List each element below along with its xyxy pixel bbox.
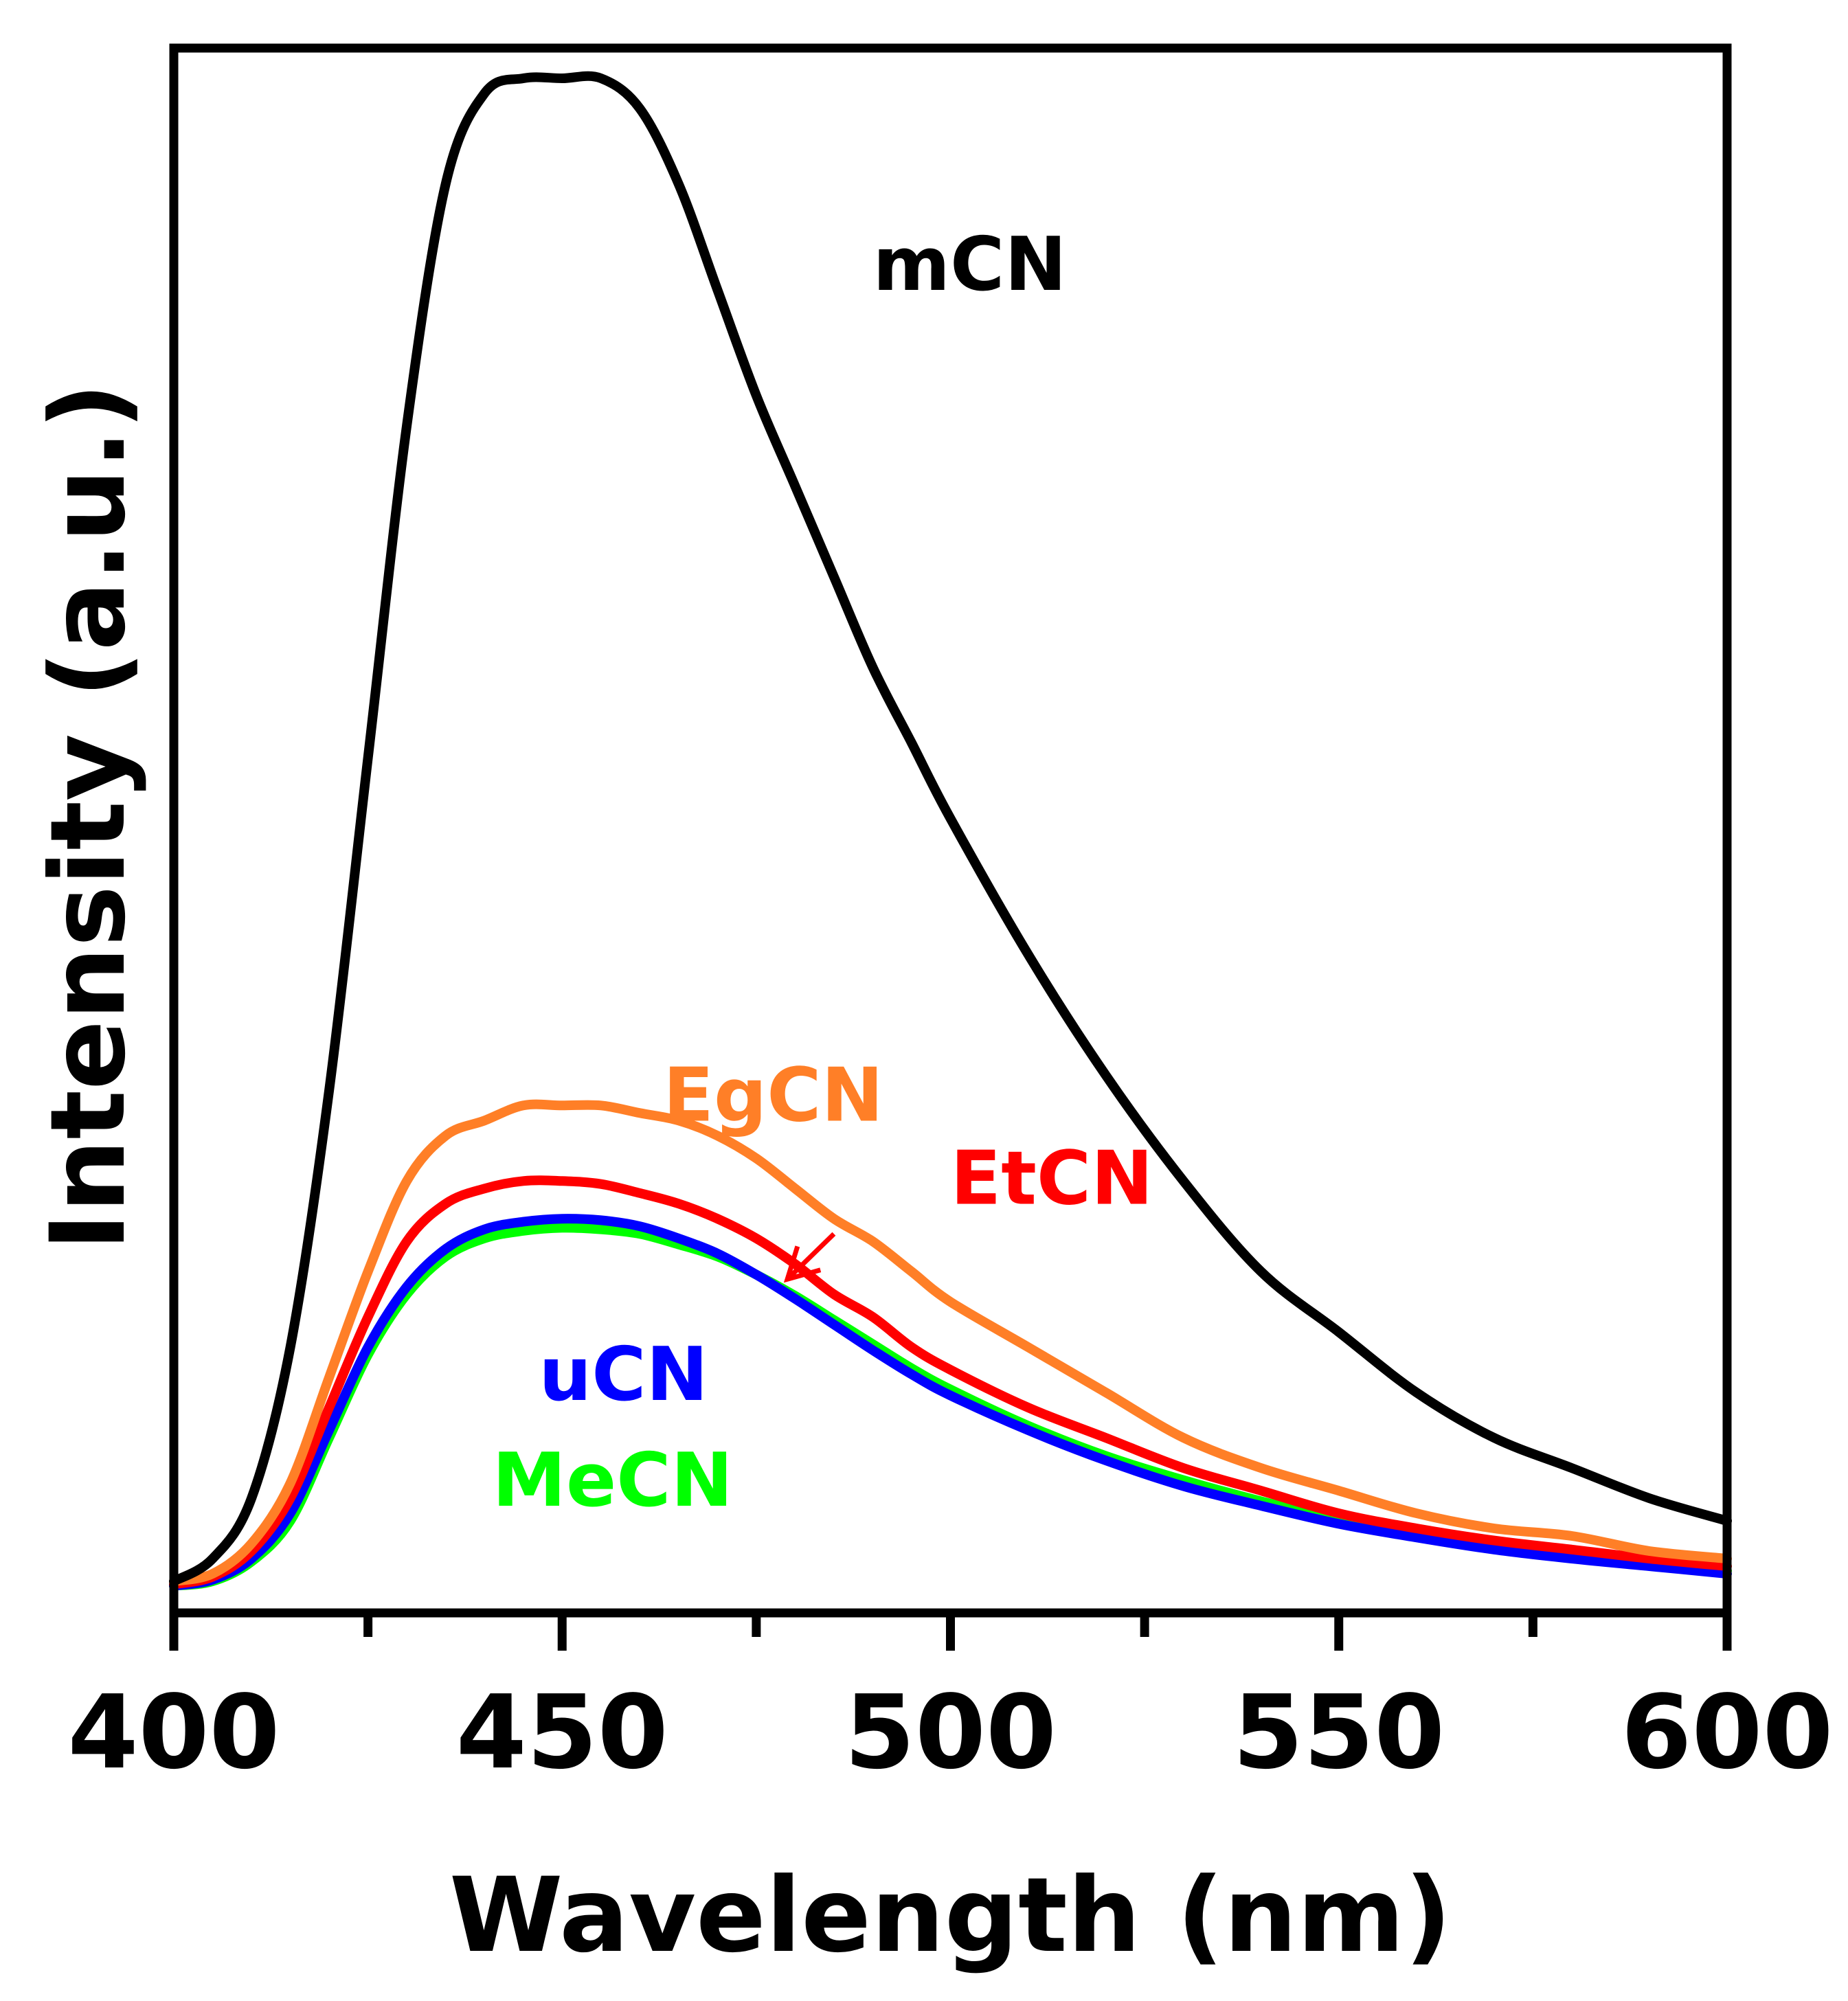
series-line-mcn (169, 71, 1732, 1586)
etcn-arrow-head (783, 1245, 822, 1283)
etcn-arrow-shaft (785, 1232, 836, 1281)
arrow-layer (783, 1232, 836, 1283)
x-tick-label: 600 (1621, 1673, 1834, 1791)
series-line-etcn (169, 1175, 1732, 1590)
series-line-egcn (169, 1099, 1732, 1586)
series-label-etcn: EtCN (951, 1135, 1153, 1221)
series-layer (169, 71, 1732, 1591)
x-tick-label: 450 (456, 1673, 668, 1791)
series-label-egcn: EgCN (663, 1052, 883, 1138)
label-layer: mCN EgCN EtCN uCN MeCN (493, 222, 1153, 1524)
x-tick-label: 400 (68, 1673, 280, 1791)
series-label-ucn: uCN (539, 1332, 708, 1418)
x-tick-label: 500 (844, 1673, 1057, 1791)
x-axis-title: Wavelength (nm) (449, 1856, 1452, 1976)
x-tick-label: 550 (1232, 1673, 1445, 1791)
series-label-mecn: MeCN (493, 1438, 733, 1524)
series-line-ucn (169, 1214, 1732, 1591)
series-label-mcn: mCN (872, 222, 1066, 308)
y-axis-title: Intensity (a.u.) (29, 383, 148, 1251)
tick-layer: 400 450 500 550 600 (68, 1613, 1834, 1791)
